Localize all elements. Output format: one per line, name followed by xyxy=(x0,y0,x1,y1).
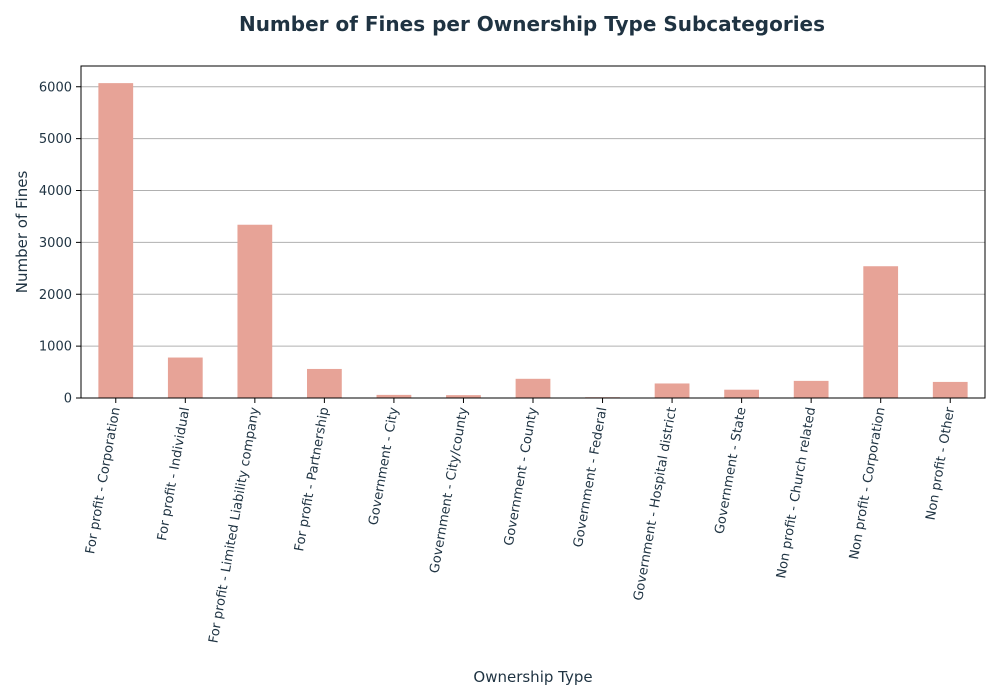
y-tick-label: 4000 xyxy=(39,184,72,199)
x-tick-label: Government - State xyxy=(712,406,749,535)
x-tick-label: Non profit - Church related xyxy=(774,406,819,580)
bar xyxy=(237,224,273,398)
bar xyxy=(932,381,968,398)
y-tick-label: 0 xyxy=(64,392,72,407)
y-tick-label: 2000 xyxy=(39,288,72,303)
x-tick-label: Government - Hospital district xyxy=(631,406,680,602)
y-axis-label: Number of Fines xyxy=(13,171,31,294)
x-axis-ticks: For profit - Corporation For profit - Ind… xyxy=(83,398,958,644)
y-axis-ticks: 0 1000 2000 3000 4000 5000 6000 xyxy=(39,80,81,407)
y-tick-label: 5000 xyxy=(39,132,72,147)
x-tick-label: Government - Federal xyxy=(571,406,610,548)
y-tick-label: 1000 xyxy=(39,340,72,355)
gridlines xyxy=(81,86,985,347)
bar xyxy=(724,389,759,398)
x-tick-label: Non profit - Corporation xyxy=(847,406,889,561)
x-tick-label: Government - County xyxy=(502,406,541,547)
x-axis-label: Ownership Type xyxy=(473,668,592,686)
bar xyxy=(307,368,342,398)
x-tick-label: Government - City/county xyxy=(427,406,471,575)
plot-frame xyxy=(80,65,986,399)
x-tick-label: For profit - Limited Liability company xyxy=(206,406,262,645)
bar xyxy=(793,380,829,398)
y-tick-label: 6000 xyxy=(39,80,72,95)
x-tick-label: For profit - Corporation xyxy=(83,406,124,555)
bar xyxy=(654,383,690,398)
bar xyxy=(167,357,203,398)
x-tick-label: For profit - Individual xyxy=(155,406,193,542)
x-tick-label: Government - City xyxy=(366,406,402,527)
bar xyxy=(98,83,134,399)
x-tick-label: For profit - Partnership xyxy=(292,406,332,552)
chart-title: Number of Fines per Ownership Type Subca… xyxy=(239,12,825,36)
bar xyxy=(376,394,412,398)
bar xyxy=(515,378,551,398)
x-tick-label: Non profit - Other xyxy=(924,405,959,521)
bar xyxy=(863,266,899,398)
bars xyxy=(98,83,968,399)
bar xyxy=(446,395,481,398)
y-tick-label: 3000 xyxy=(39,236,72,251)
